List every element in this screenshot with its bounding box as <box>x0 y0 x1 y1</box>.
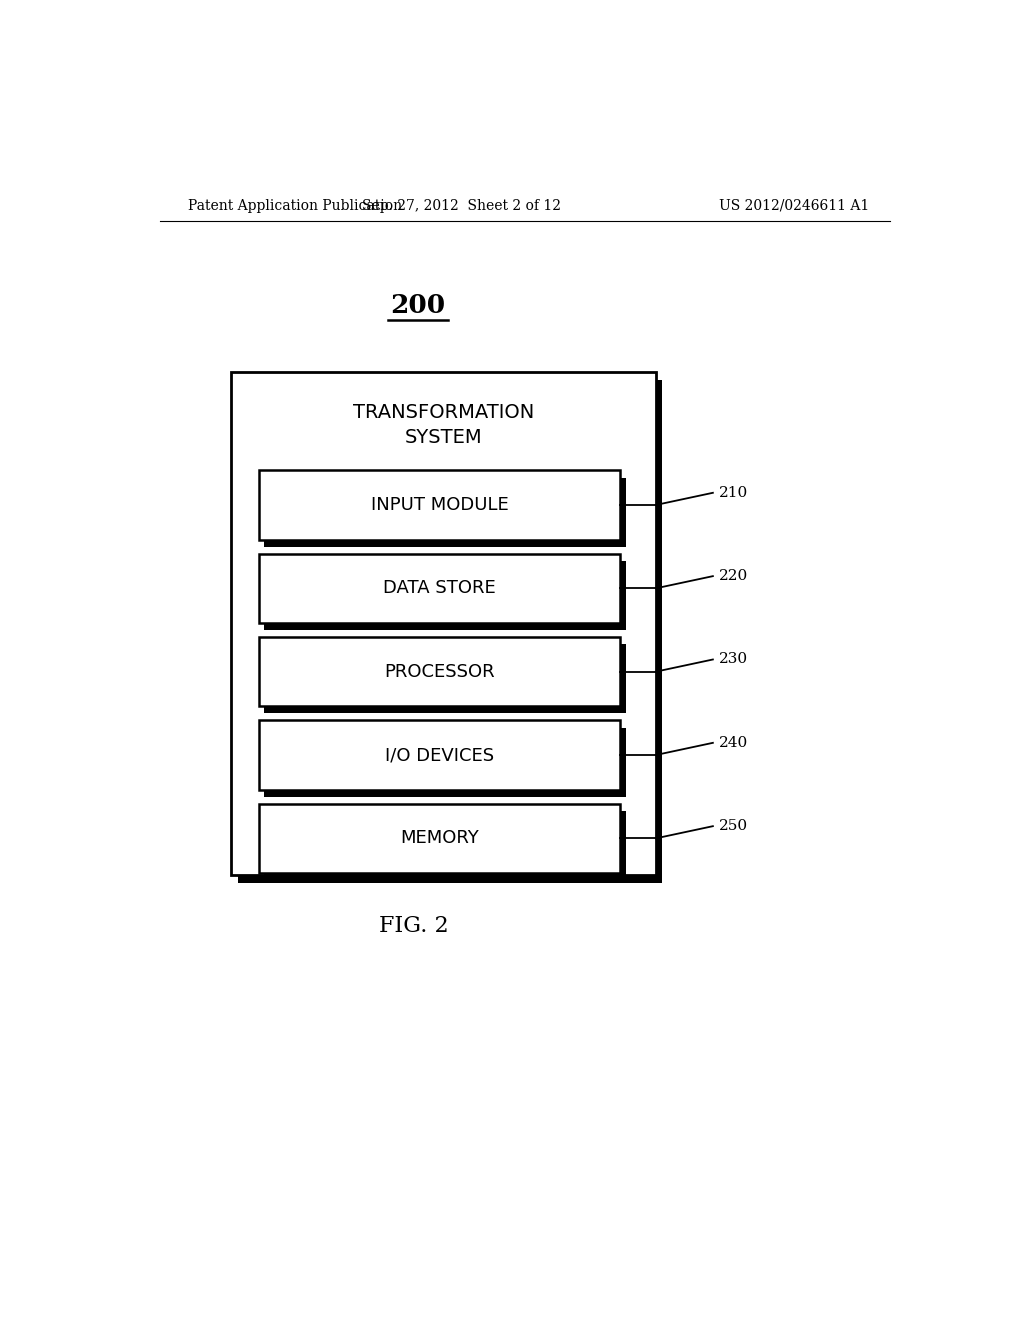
Bar <box>264 478 626 546</box>
Text: Patent Application Publication: Patent Application Publication <box>187 199 401 213</box>
Bar <box>259 638 620 706</box>
Bar <box>259 470 620 540</box>
Bar <box>259 804 620 873</box>
Text: INPUT MODULE: INPUT MODULE <box>371 496 508 513</box>
Text: TRANSFORMATION
SYSTEM: TRANSFORMATION SYSTEM <box>353 403 535 446</box>
Bar <box>259 721 620 789</box>
Bar <box>259 554 620 623</box>
Bar <box>238 380 663 883</box>
Bar <box>264 727 626 797</box>
Text: 230: 230 <box>719 652 749 667</box>
Text: PROCESSOR: PROCESSOR <box>384 663 495 681</box>
Text: DATA STORE: DATA STORE <box>383 579 496 598</box>
Text: US 2012/0246611 A1: US 2012/0246611 A1 <box>720 199 869 213</box>
Text: FIG. 2: FIG. 2 <box>379 915 449 937</box>
Text: 210: 210 <box>719 486 749 500</box>
Text: 200: 200 <box>390 293 445 318</box>
Text: I/O DEVICES: I/O DEVICES <box>385 746 494 764</box>
Text: 250: 250 <box>719 820 749 833</box>
Text: 220: 220 <box>719 569 749 583</box>
Text: Sep. 27, 2012  Sheet 2 of 12: Sep. 27, 2012 Sheet 2 of 12 <box>361 199 561 213</box>
Bar <box>264 810 626 880</box>
Bar <box>264 644 626 713</box>
Bar <box>231 372 655 875</box>
Text: MEMORY: MEMORY <box>400 829 479 847</box>
Text: 240: 240 <box>719 735 749 750</box>
Bar <box>264 561 626 630</box>
